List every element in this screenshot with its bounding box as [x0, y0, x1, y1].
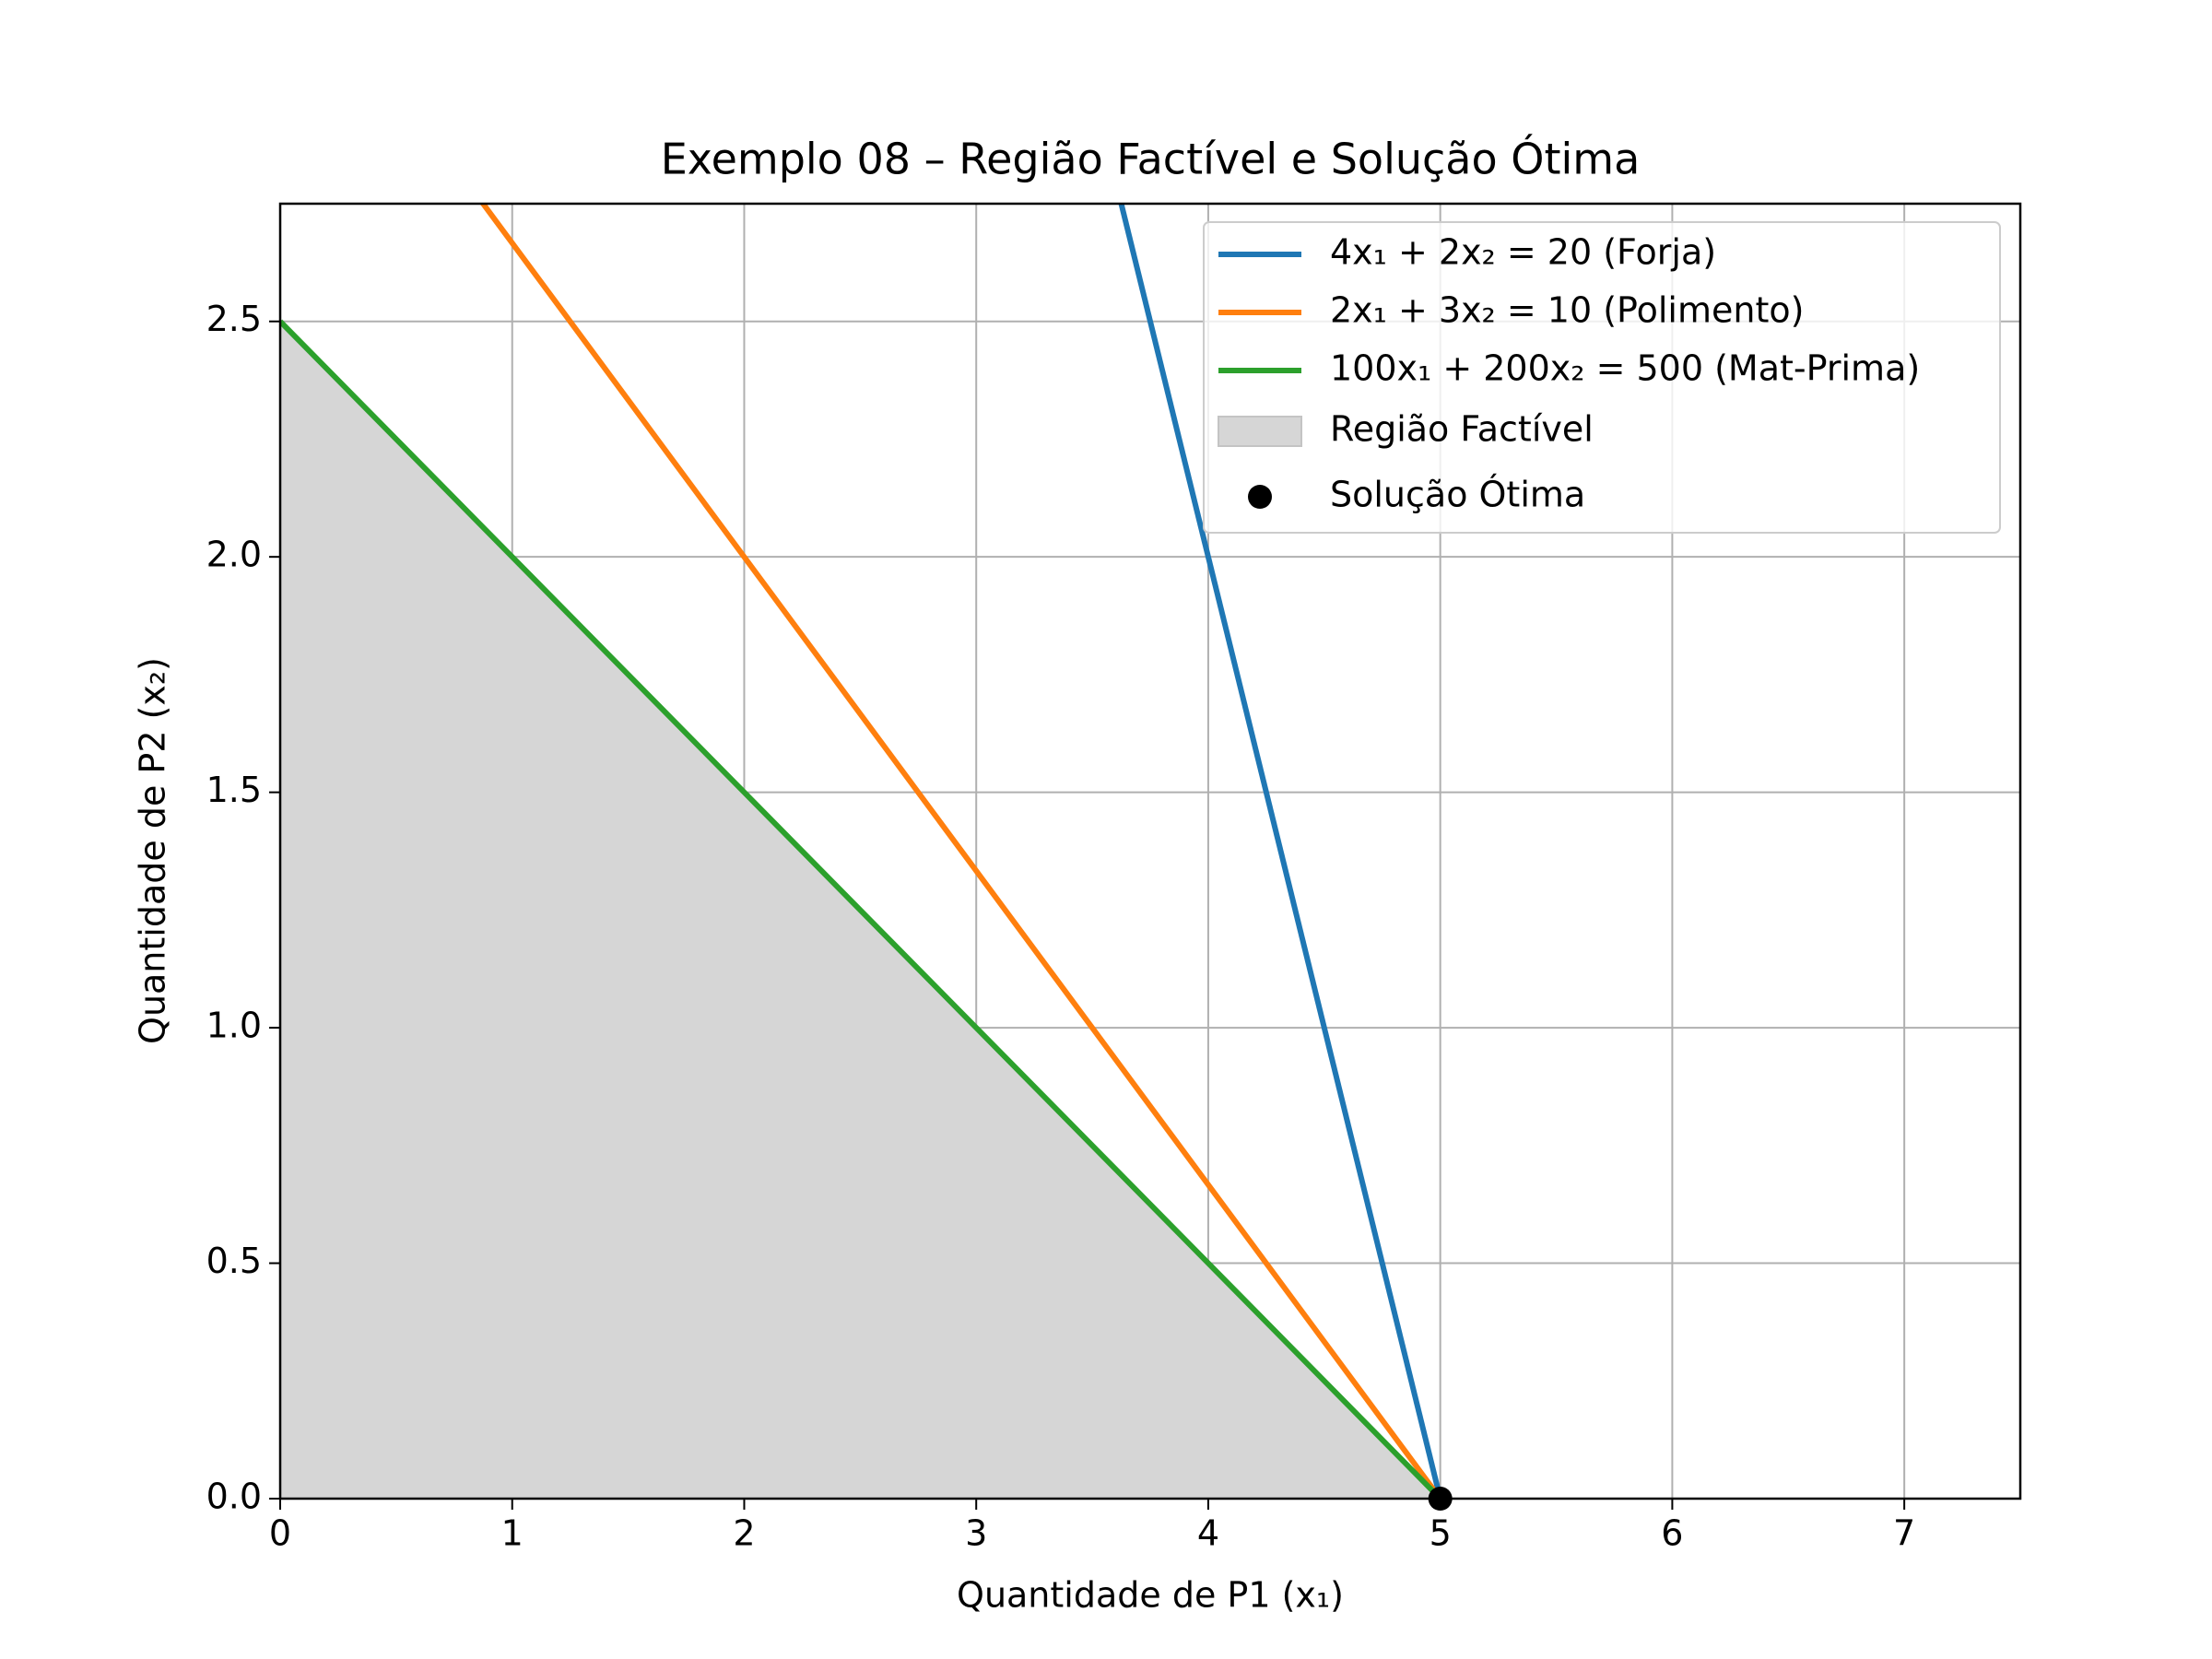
y-tick-label: 2.0	[206, 535, 262, 575]
optimal-point	[1428, 1487, 1453, 1511]
legend-box	[1203, 221, 2001, 534]
y-tick-label: 0.0	[206, 1477, 262, 1517]
legend-label: 100x₁ + 200x₂ = 500 (Mat-Prima)	[1330, 348, 1920, 389]
series-line	[280, 319, 1442, 1499]
legend-label: 4x₁ + 2x₂ = 20 (Forja)	[1330, 232, 1716, 273]
x-tick-label: 5	[1430, 1513, 1452, 1554]
x-axis-label: Quantidade de P1 (x₁)	[957, 1575, 1344, 1616]
series-line	[1118, 204, 1443, 1499]
legend-swatch	[1218, 416, 1302, 447]
x-tick-label: 0	[269, 1513, 291, 1554]
axes-frame	[278, 202, 2022, 1500]
legend: 4x₁ + 2x₂ = 20 (Forja) 2x₁ + 3x₂ = 10 (Po…	[1203, 221, 2001, 534]
series-line	[479, 204, 1443, 1499]
legend-label: Região Factível	[1330, 409, 1594, 450]
x-tick-label: 6	[1661, 1513, 1683, 1554]
y-tick-label: 0.5	[206, 1241, 262, 1281]
plot-area	[280, 204, 1443, 1499]
legend-label: 2x₁ + 3x₂ = 10 (Polimento)	[1330, 290, 1804, 331]
legend-label: Solução Ótima	[1330, 475, 1585, 515]
ticks: 0 1 2 3 4 5 6 7 0.0 0.5 1.0 1.5 2.0 2.5	[206, 299, 1916, 1553]
x-tick-label: 1	[501, 1513, 524, 1554]
x-tick-label: 4	[1197, 1513, 1219, 1554]
y-tick-label: 1.0	[206, 1006, 262, 1046]
x-tick-label: 2	[733, 1513, 755, 1554]
legend-swatch	[1248, 485, 1272, 509]
x-tick-label: 3	[965, 1513, 987, 1554]
y-axis-label: Quantidade de P2 (x₂)	[133, 657, 173, 1044]
chart-title: Exemplo 08 – Região Factível e Solução Ó…	[661, 135, 1641, 184]
y-tick-label: 2.5	[206, 299, 262, 339]
x-tick-label: 7	[1893, 1513, 1915, 1554]
y-tick-label: 1.5	[206, 770, 262, 810]
